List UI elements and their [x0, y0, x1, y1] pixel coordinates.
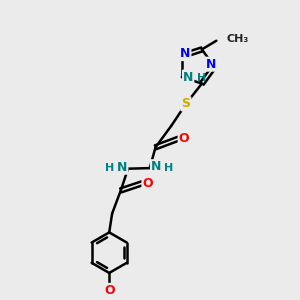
Text: N: N	[180, 47, 190, 60]
Text: S: S	[182, 97, 190, 110]
Text: N: N	[183, 70, 194, 83]
Text: N: N	[117, 161, 128, 174]
Text: N: N	[151, 160, 161, 173]
Text: O: O	[104, 284, 115, 297]
Text: CH₃: CH₃	[226, 34, 249, 44]
Text: H: H	[105, 163, 114, 173]
Text: O: O	[178, 132, 189, 145]
Text: N: N	[206, 58, 216, 71]
Text: H: H	[164, 163, 173, 172]
Text: H: H	[197, 74, 206, 83]
Text: O: O	[142, 177, 153, 190]
